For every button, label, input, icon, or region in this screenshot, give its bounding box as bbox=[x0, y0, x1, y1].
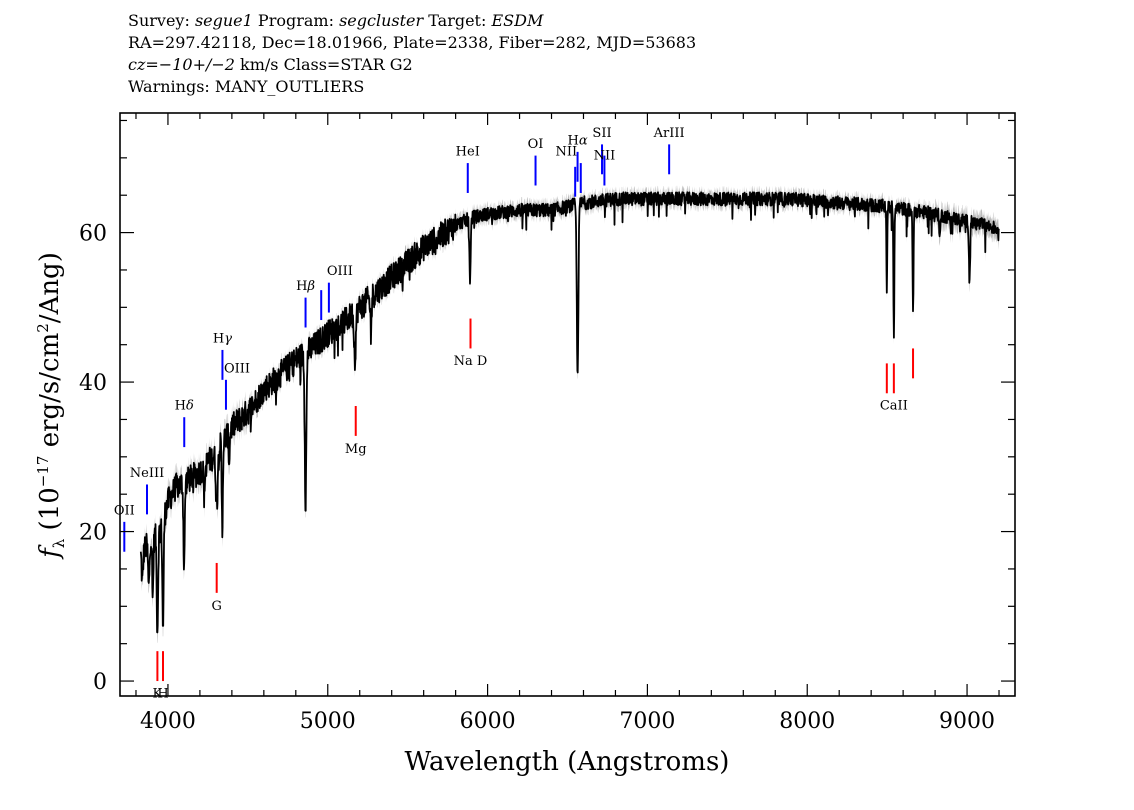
line-label-g-band: G bbox=[211, 599, 221, 614]
line-label-caii-8542: CaII bbox=[880, 399, 908, 414]
line-label-oiii-4363: OIII bbox=[224, 361, 250, 376]
y-tick-label: 20 bbox=[79, 521, 107, 546]
line-label-mg: Mg bbox=[345, 442, 367, 457]
program-label: Program: bbox=[257, 11, 334, 30]
header-line-2: RA=297.42118, Dec=18.01966, Plate=2338, … bbox=[128, 33, 697, 52]
line-label-na-d: Na D bbox=[454, 354, 488, 369]
line-label-oi: OI bbox=[528, 137, 544, 152]
plot-frame bbox=[119, 112, 1016, 697]
program-value: segcluster bbox=[339, 11, 424, 30]
y-tick-label: 0 bbox=[93, 670, 107, 695]
line-label-ca-k: K bbox=[153, 686, 163, 701]
axis-ticks: 4000 5000 6000 7000 8000 9000 0 20 40 60 bbox=[79, 113, 1015, 734]
line-label-hei: HeI bbox=[456, 145, 480, 160]
x-tick-label: 9000 bbox=[939, 709, 995, 734]
line-label-hbeta: Hβ bbox=[296, 279, 315, 294]
survey-value: segue1 bbox=[194, 11, 253, 30]
line-label-nii-ni: NII bbox=[594, 148, 616, 163]
x-tick-label: 5000 bbox=[300, 709, 356, 734]
line-label-halpha: Hα bbox=[568, 133, 588, 148]
cz-label: cz= bbox=[128, 55, 159, 74]
y-tick-label: 60 bbox=[79, 222, 107, 247]
line-label-oii: OII bbox=[114, 503, 135, 518]
x-tick-label: 6000 bbox=[460, 709, 516, 734]
line-label-hgamma: Hγ bbox=[213, 331, 232, 346]
x-tick-label: 4000 bbox=[140, 709, 196, 734]
target-value: ESDM bbox=[491, 11, 544, 30]
x-tick-label: 8000 bbox=[779, 709, 835, 734]
header-line-3: cz=−10+/−2 km/s Class=STAR G2 bbox=[128, 54, 1108, 76]
spectrum-layer bbox=[139, 185, 1000, 643]
line-label-neiii: NeIII bbox=[130, 466, 164, 481]
error-band bbox=[140, 185, 1000, 643]
y-axis-title: fλ (10−17 erg/s/cm2/Ang) bbox=[34, 252, 68, 560]
target-label: Target: bbox=[428, 11, 487, 30]
line-label-oiii-5007: OIII bbox=[327, 264, 353, 279]
line-label-nii-6548: NII bbox=[556, 145, 578, 160]
cz-value: −10+/−2 bbox=[158, 55, 235, 74]
x-tick-label: 7000 bbox=[619, 709, 675, 734]
y-tick-label: 40 bbox=[79, 371, 107, 396]
flux-series-line bbox=[139, 191, 1000, 634]
line-label-sii-6716: SII bbox=[592, 126, 611, 141]
header-line-1: Survey: segue1 Program: segcluster Targe… bbox=[128, 10, 1108, 32]
line-label-ariii: ArIII bbox=[653, 126, 685, 141]
line-label-ca-h: H bbox=[157, 686, 168, 701]
line-label-hdelta: Hδ bbox=[175, 399, 194, 414]
spectrum-header: Survey: segue1 Program: segcluster Targe… bbox=[128, 10, 1108, 98]
class-text: km/s Class=STAR G2 bbox=[234, 55, 413, 74]
x-axis-title: Wavelength (Angstroms) bbox=[405, 747, 730, 777]
header-line-4: Warnings: MANY_OUTLIERS bbox=[128, 77, 365, 96]
survey-label: Survey: bbox=[128, 11, 190, 30]
